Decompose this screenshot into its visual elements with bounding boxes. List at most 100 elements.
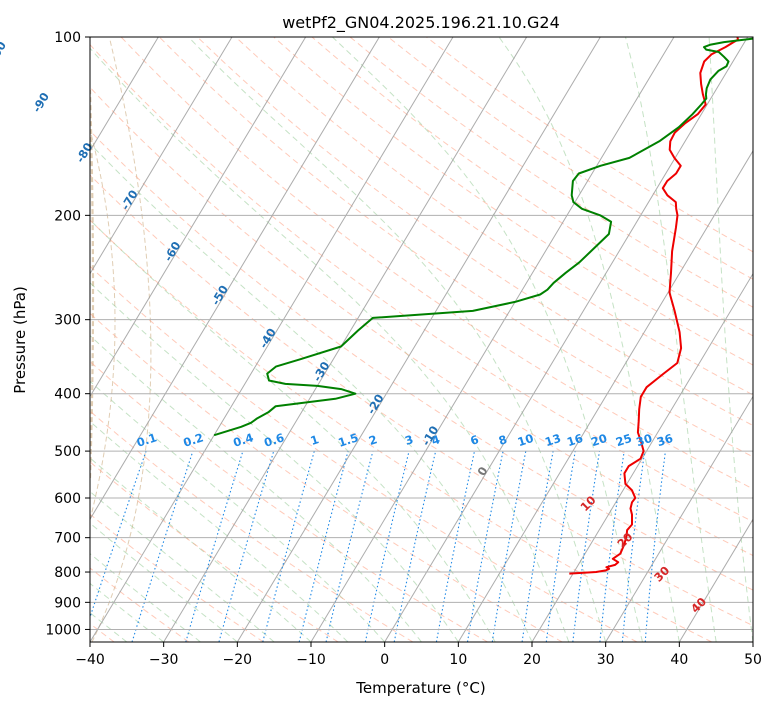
mixing-ratio-label: 2: [367, 432, 379, 448]
y-tick-label: 500: [54, 444, 81, 460]
isotherm-line: [90, 37, 307, 398]
plot-background: [90, 37, 753, 642]
moist-adiabat-line: [332, 37, 643, 642]
isotherms: [90, 37, 753, 642]
x-tick-label: −20: [223, 652, 253, 668]
y-tick-label: 200: [54, 208, 81, 224]
dry-adiabat-line: [311, 37, 753, 337]
mixing-ratio-line: [364, 450, 410, 642]
mixing-ratio-label: 36: [655, 431, 675, 449]
mixing-ratio-line: [131, 450, 194, 642]
x-tick-label: 50: [744, 652, 762, 668]
moist-adiabat-line: [90, 334, 422, 642]
x-tick-label: −30: [149, 652, 179, 668]
y-axis-title: Pressure (hPa): [11, 286, 29, 394]
mixing-ratio-label: 8: [497, 432, 509, 448]
x-tick-label: −40: [75, 652, 105, 668]
mixing-ratio-line: [262, 450, 315, 642]
dry-adiabat-line: [349, 37, 753, 308]
mixing-ratio-label: 0.6: [262, 430, 286, 450]
left-edge-curve: [90, 39, 152, 642]
mixing-ratio-label: 16: [565, 431, 585, 449]
dry-adiabat-line: [90, 312, 563, 642]
dewpoint-profile-line: [213, 37, 753, 437]
x-tick-label: 20: [523, 652, 541, 668]
y-tick-label: 400: [54, 387, 81, 403]
mixing-ratio-line: [218, 450, 275, 642]
y-tick-label: 300: [54, 313, 81, 329]
mixing-ratio-lines: [90, 450, 666, 642]
isotherm-line: [457, 149, 753, 642]
isotherm-line: [605, 395, 753, 642]
dry-adiabat-line: [90, 567, 190, 642]
chart-title: wetPf2_GN04.2025.196.21.10.G24: [282, 13, 560, 33]
isotherm-line: [90, 37, 233, 275]
mixing-ratio-label: 0.1: [135, 430, 159, 450]
y-tick-label: 900: [54, 595, 81, 611]
mixing-ratio-label: 0.4: [231, 430, 255, 450]
isotherm-line: [90, 37, 380, 521]
x-tick-label: 0: [380, 652, 389, 668]
moist-adiabat-line: [188, 37, 607, 642]
temperature-profile-line: [569, 37, 739, 575]
mixing-ratio-label: 4: [430, 432, 442, 448]
mixing-ratio-line: [545, 451, 576, 642]
mixing-ratio-label: 1: [309, 432, 321, 448]
isotherm-line: [236, 37, 601, 642]
moist-adiabat-line: [498, 37, 680, 642]
pressure-gridlines: [90, 37, 753, 630]
dry-adiabat-line: [158, 37, 753, 458]
mixing-ratio-label: 0.2: [182, 430, 206, 450]
x-tick-label: 40: [670, 652, 688, 668]
mixing-ratio-label: 13: [543, 431, 563, 449]
dry-adiabat-line: [90, 174, 753, 627]
dry-adiabat-line: [90, 219, 712, 642]
mixing-ratio-line: [572, 451, 601, 642]
mixing-ratio-label: 6: [468, 432, 480, 448]
moist-adiabat-line: [708, 37, 753, 642]
mixing-ratio-label: 30: [634, 431, 654, 449]
moist-adiabat-line: [625, 37, 717, 642]
mixing-ratio-line: [298, 450, 349, 642]
moist-adiabat-line: [90, 47, 570, 642]
y-tick-label: 100: [54, 30, 81, 46]
moist-adiabat-line: [90, 282, 459, 642]
mixing-ratio-label: 3: [403, 432, 415, 448]
mixing-ratio-line: [644, 451, 666, 642]
y-axis-ticks: 1000 900 800 700 600 500 400 300 200 100: [45, 30, 90, 638]
dry-adiabat-line: [90, 265, 638, 642]
moist-adiabat-line: [90, 142, 533, 642]
mixing-ratio-line: [325, 450, 374, 642]
mixing-ratio-line: [393, 450, 437, 642]
plot-frame: [89, 36, 754, 643]
isotherm-line: [531, 272, 753, 642]
y-tick-label: 600: [54, 491, 81, 507]
y-tick-label: 700: [54, 531, 81, 547]
isotherm-line: [90, 37, 454, 642]
mixing-ratio-label: 10: [516, 431, 536, 449]
dry-adiabat-line: [120, 37, 753, 490]
isotherm-line: [384, 37, 749, 642]
x-axis-title: Temperature (°C): [355, 679, 485, 697]
dry-adiabats: [90, 37, 753, 642]
sounding-series: [213, 37, 753, 575]
isotherm-line: [678, 518, 753, 642]
x-axis-ticks: −40 −30 −20 −10 0 10 20 30 40 50: [75, 642, 762, 668]
moist-adiabat-line: [90, 219, 496, 642]
moist-adiabat-line: [90, 420, 349, 642]
dry-adiabat-line: [90, 513, 264, 642]
isotherm-line: [310, 37, 675, 642]
moist-adiabats: [90, 37, 753, 642]
mixing-ratio-line: [621, 451, 646, 642]
y-tick-label: 1000: [45, 622, 81, 638]
mixing-ratio-line: [185, 450, 244, 642]
left-edge-curve-3: [91, 39, 152, 642]
isotherm-line: [163, 37, 528, 642]
dry-adiabat-line: [197, 37, 753, 427]
x-tick-label: 10: [449, 652, 467, 668]
mixing-ratio-label: 20: [589, 431, 609, 449]
mixing-ratio-label: 1.5: [336, 430, 360, 450]
mixing-ratio-line: [521, 451, 554, 642]
y-tick-label: 800: [54, 565, 81, 581]
